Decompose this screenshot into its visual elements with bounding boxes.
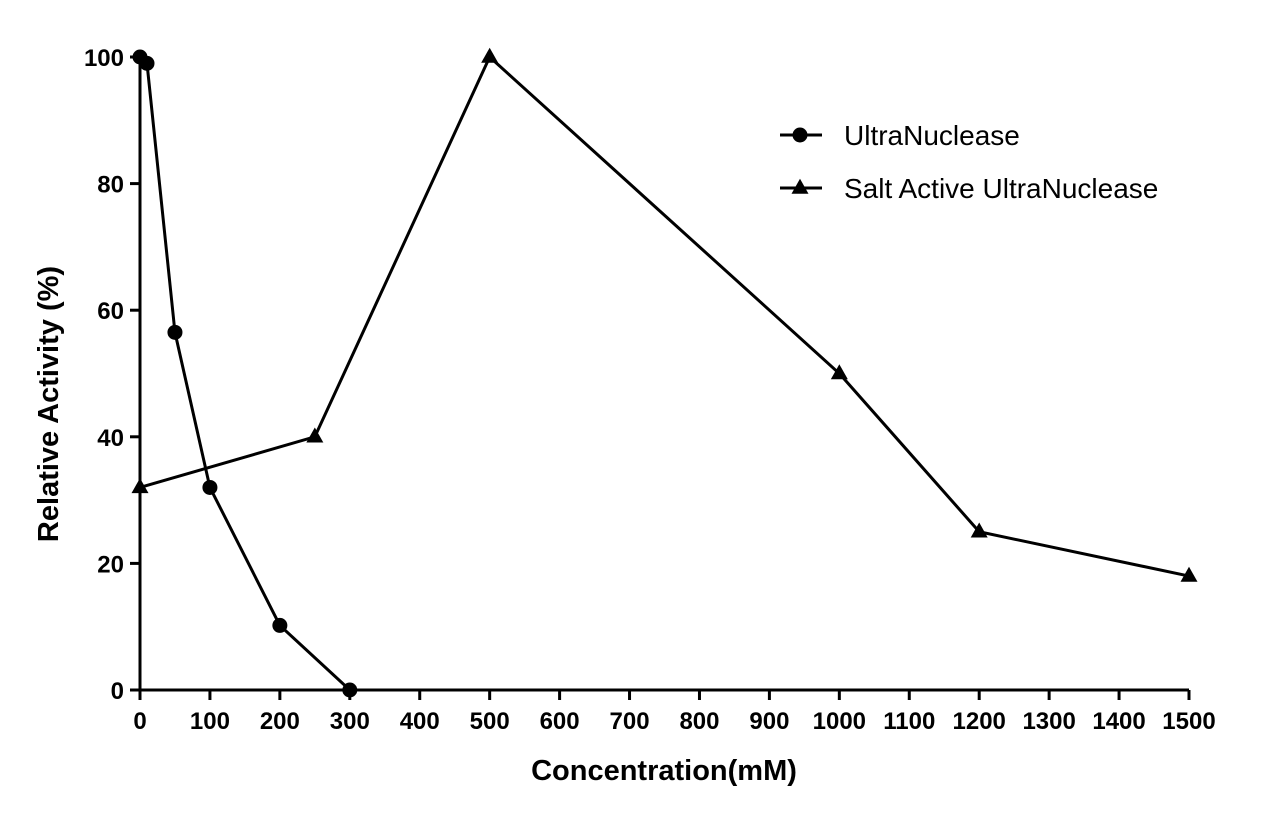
y-tick-label: 80	[97, 172, 124, 199]
x-tick-label: 400	[400, 708, 440, 735]
y-tick-label: 100	[84, 45, 124, 72]
triangle-point	[481, 47, 499, 63]
x-tick-label: 1000	[813, 708, 866, 735]
series-line	[139, 54, 1190, 578]
x-tick-label: 300	[330, 708, 370, 735]
legend-item: UltraNuclease	[780, 120, 1020, 151]
legend-triangle-marker	[791, 178, 809, 194]
x-tick-label: 0	[133, 708, 146, 735]
x-tick-label: 1100	[883, 708, 935, 735]
y-tick-label: 40	[97, 425, 124, 452]
triangle-point	[1180, 566, 1198, 582]
plot-area: 0 100 200 300 400 500 600 700 800 900 1000 1100 1200…	[84, 45, 1216, 735]
triangle-point	[970, 522, 988, 538]
circle-point	[272, 617, 288, 633]
triangle-point	[830, 364, 848, 380]
x-tick-label: 100	[190, 708, 230, 735]
series-layer	[131, 47, 1198, 698]
legend-label: Salt Active UltraNuclease	[844, 173, 1158, 204]
y-tick-label: 0	[111, 678, 124, 705]
circle-point	[202, 479, 218, 495]
x-tick-label: 1200	[953, 708, 1006, 735]
x-tick-label: 200	[260, 708, 300, 735]
circle-point	[167, 324, 183, 340]
x-tick-label: 1300	[1022, 708, 1075, 735]
x-axis-ticks: 0 100 200 300 400 500 600 700 800 900 1000 1100 1200…	[133, 690, 1216, 735]
series-line	[138, 55, 351, 692]
y-axis-ticks: 0 20 40 60 80 100	[84, 45, 140, 705]
y-axis-title: Relative Activity (%)	[33, 266, 65, 542]
series-1	[132, 49, 358, 698]
series-2	[131, 47, 1198, 582]
y-tick-label: 20	[97, 551, 124, 578]
x-tick-label: 700	[610, 708, 650, 735]
legend-circle-marker	[792, 127, 808, 143]
x-tick-label: 1500	[1162, 708, 1215, 735]
x-tick-label: 800	[679, 708, 719, 735]
triangle-point	[306, 427, 324, 443]
x-tick-label: 600	[540, 708, 580, 735]
x-tick-label: 500	[470, 708, 510, 735]
legend-item: Salt Active UltraNuclease	[780, 173, 1158, 204]
legend: UltraNuclease Salt Active UltraNuclease	[780, 120, 1158, 204]
legend-label: UltraNuclease	[844, 120, 1020, 151]
x-tick-label: 900	[749, 708, 789, 735]
x-tick-label: 1400	[1092, 708, 1145, 735]
x-axis-title: Concentration(mM)	[531, 755, 797, 787]
circle-point	[139, 55, 155, 71]
y-tick-label: 60	[97, 298, 124, 325]
